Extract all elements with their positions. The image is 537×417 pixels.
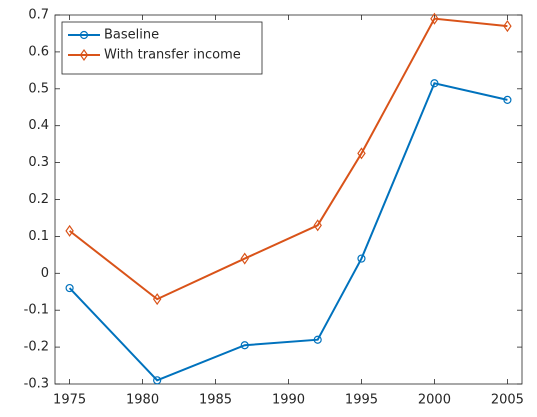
marker: [65, 283, 74, 293]
y-tick-label: 0.2: [28, 192, 49, 207]
plot-area: [54, 14, 523, 385]
x-tick-label: 2000: [418, 393, 451, 408]
y-tick-label: -0.2: [24, 340, 49, 355]
marker: [503, 95, 512, 104]
marker: [240, 341, 249, 350]
y-tick-label: 0: [41, 266, 49, 281]
marker: [503, 20, 512, 33]
marker: [430, 79, 439, 88]
series-line: [68, 17, 508, 301]
series-line: [68, 82, 508, 382]
x-tick-label: 1985: [199, 393, 232, 408]
legend-label: With transfer income: [104, 48, 241, 63]
y-tick-label: -0.3: [24, 377, 49, 392]
marker: [357, 254, 366, 263]
x-tick-label: 1990: [272, 393, 305, 408]
x-tick-label: 1995: [345, 393, 378, 408]
y-tick-label: 0.3: [28, 155, 49, 170]
x-tick-label: 2005: [491, 393, 524, 408]
y-tick-label: 0.6: [28, 44, 49, 59]
x-tick-label: 1980: [126, 393, 159, 408]
marker: [357, 147, 366, 160]
legend-marker: [79, 48, 89, 62]
legend-label: Baseline: [104, 28, 159, 43]
y-tick-label: 0.4: [28, 118, 49, 133]
y-tick-label: 0.1: [28, 229, 49, 244]
y-tick-label: 0.5: [28, 81, 49, 96]
marker: [65, 224, 74, 237]
y-tick-label: -0.1: [24, 303, 49, 318]
marker: [313, 335, 322, 344]
marker: [152, 293, 162, 306]
marker: [430, 12, 439, 25]
marker: [153, 376, 162, 385]
x-tick-label: 1975: [53, 393, 86, 408]
legend-marker: [79, 30, 89, 40]
legend-box: [61, 21, 263, 75]
y-tick-label: 0.7: [28, 8, 49, 23]
marker: [313, 219, 322, 232]
marker: [240, 252, 249, 265]
